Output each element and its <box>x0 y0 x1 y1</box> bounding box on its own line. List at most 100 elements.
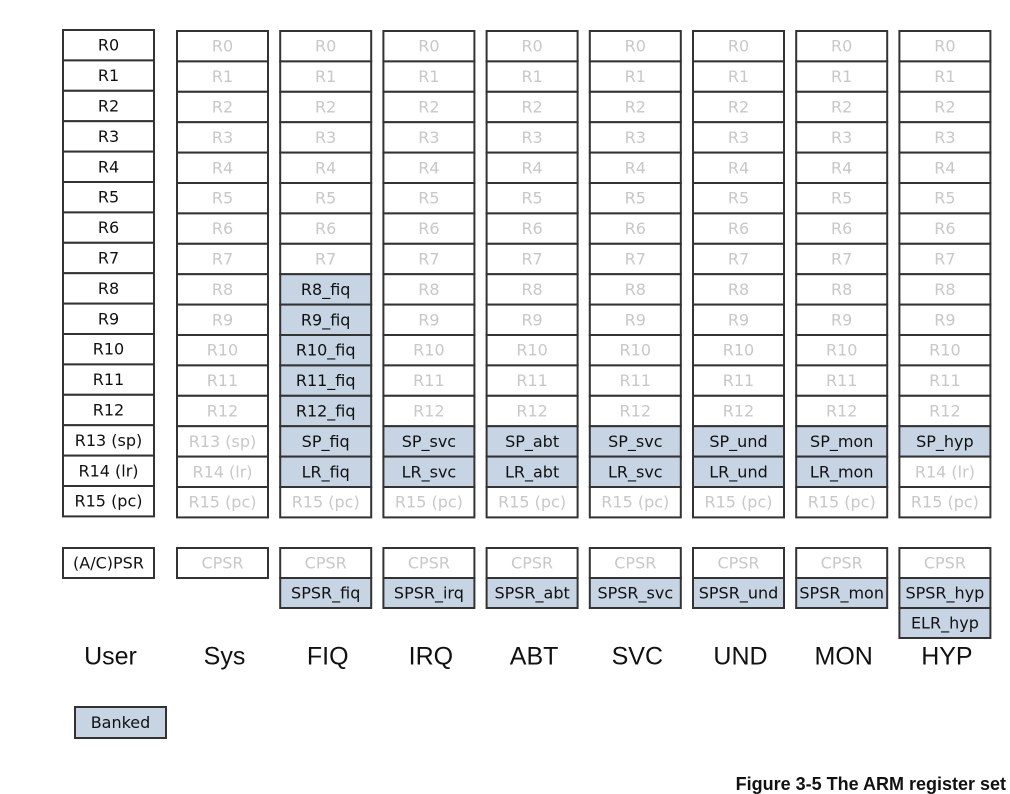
register-label: R7 <box>212 250 233 269</box>
register-box <box>62 363 155 396</box>
register-box <box>898 455 992 489</box>
register-box <box>588 425 682 458</box>
register-box <box>485 364 579 397</box>
register-label: ELR_hyp <box>911 614 979 634</box>
mode-label: Sys <box>204 643 246 671</box>
register-label: LR_svc <box>402 462 457 482</box>
register-box <box>485 303 579 337</box>
register-box <box>898 607 992 639</box>
register-box <box>795 547 889 579</box>
register-label: LR_mon <box>810 462 874 482</box>
register-label: R3 <box>728 128 749 147</box>
register-label: R15 (pc) <box>808 493 876 512</box>
register-box <box>692 60 785 93</box>
register-label: CPSR <box>201 554 243 573</box>
register-box <box>588 212 682 245</box>
register-box <box>692 121 785 154</box>
register-label: SP_svc <box>402 432 456 452</box>
register-label: R4 <box>315 158 336 177</box>
register-label: R0 <box>521 37 542 56</box>
register-label: R13 (sp) <box>189 432 257 451</box>
register-label: R8 <box>831 280 852 299</box>
register-label: R15 (pc) <box>911 493 979 512</box>
register-label: R12 <box>929 402 960 421</box>
register-label: R6 <box>98 218 119 237</box>
register-box <box>176 547 269 579</box>
register-label: R3 <box>934 128 955 147</box>
register-label: R1 <box>315 67 336 86</box>
register-box <box>382 60 476 93</box>
register-label: SP_hyp <box>916 432 974 452</box>
register-label: R10 <box>723 341 754 360</box>
register-box <box>898 182 992 215</box>
register-box <box>485 212 579 245</box>
register-box <box>692 394 785 428</box>
register-box <box>382 121 476 154</box>
register-label: R6 <box>418 219 439 238</box>
register-box <box>588 90 682 124</box>
register-label: R9 <box>934 310 955 329</box>
register-box <box>795 60 889 93</box>
register-label: R3 <box>625 128 646 147</box>
register-label: R11 <box>723 371 754 390</box>
register-label: R15 (pc) <box>498 493 566 512</box>
register-label: R0 <box>728 37 749 56</box>
register-label: R11 <box>93 370 124 389</box>
register-box <box>898 577 992 609</box>
register-box <box>485 273 579 306</box>
register-box <box>279 151 373 185</box>
mode-label: HYP <box>921 643 972 671</box>
register-box <box>692 425 785 458</box>
register-label: CPSR <box>408 554 450 573</box>
register-box <box>898 273 992 306</box>
register-label: R11 <box>826 371 857 390</box>
register-box <box>485 547 579 579</box>
register-label: R12 <box>723 402 754 421</box>
register-label: SPSR_mon <box>799 584 884 604</box>
figure-caption: Figure 3-5 The ARM register set <box>736 774 1006 794</box>
register-label: R15 (pc) <box>292 493 360 512</box>
register-label: R10 <box>413 341 444 360</box>
register-label: R10 <box>826 341 857 360</box>
register-box <box>279 486 373 519</box>
register-label: R10_fiq <box>296 341 356 361</box>
register-label: R6 <box>831 219 852 238</box>
register-box <box>279 60 373 93</box>
register-label: R1 <box>98 66 119 85</box>
register-label: SP_fiq <box>302 432 350 452</box>
register-label: CPSR <box>717 554 759 573</box>
register-label: R12 <box>207 402 238 421</box>
register-label: SPSR_fiq <box>291 584 360 604</box>
register-box <box>485 425 579 458</box>
register-box <box>279 364 373 397</box>
register-label: R5 <box>831 189 852 208</box>
register-box <box>588 486 682 519</box>
register-label: R15 (pc) <box>75 492 143 511</box>
register-box <box>898 486 992 519</box>
register-label: R12 <box>516 402 547 421</box>
register-label: R3 <box>315 128 336 147</box>
register-box <box>692 577 785 609</box>
register-box <box>588 60 682 93</box>
mode-label: UND <box>713 643 767 671</box>
mode-label: User <box>84 643 137 671</box>
register-box <box>692 303 785 337</box>
register-label: CPSR <box>821 554 863 573</box>
register-box <box>795 303 889 337</box>
register-box <box>485 151 579 185</box>
register-box <box>62 241 155 275</box>
register-label: R4 <box>831 158 852 177</box>
register-label: R13 (sp) <box>75 431 143 450</box>
register-box <box>279 425 373 458</box>
register-label: R14 (lr) <box>915 462 975 481</box>
register-label: CPSR <box>305 554 347 573</box>
register-box <box>692 455 785 489</box>
register-box <box>176 182 269 215</box>
register-box <box>588 334 682 367</box>
register-label: R10 <box>207 341 238 360</box>
register-label: CPSR <box>511 554 553 573</box>
register-box <box>62 333 155 366</box>
register-box <box>485 577 579 609</box>
register-box <box>176 486 269 519</box>
register-box <box>485 60 579 93</box>
